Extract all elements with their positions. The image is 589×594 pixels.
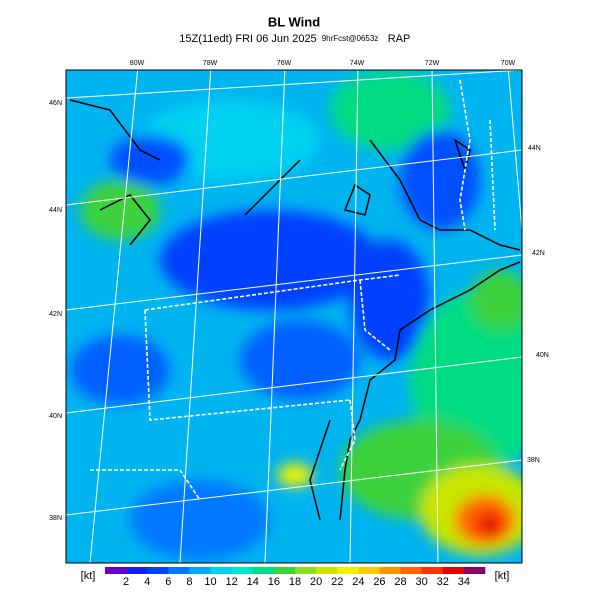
- colorbar-tick-label: 20: [310, 576, 322, 588]
- colorbar-swatch: [273, 567, 296, 574]
- title: BL Wind: [268, 14, 320, 29]
- lat-label: 44N: [49, 207, 62, 214]
- colorbar-tick-label: 10: [204, 576, 216, 588]
- forecast: 9hrFcst@0653z: [322, 34, 379, 43]
- colorbar-swatch: [105, 567, 127, 574]
- coastline: [69, 99, 521, 521]
- colorbar-tick-label: 4: [144, 576, 150, 588]
- colorbar-tick-label: 6: [165, 576, 171, 588]
- graticule: [66, 70, 522, 563]
- colorbar-swatch: [337, 567, 359, 574]
- model: RAP: [388, 33, 411, 45]
- colorbar-swatch: [189, 567, 211, 574]
- colorbar-swatch: [442, 567, 465, 574]
- lon-label: 72W: [425, 60, 440, 67]
- map-frame: [65, 69, 523, 564]
- lon-label: 76W: [277, 60, 292, 67]
- lat-label: 40N: [49, 413, 62, 420]
- colorbar: [kt] [kt]: [81, 570, 510, 582]
- colorbar-swatch: [316, 567, 338, 574]
- colorbar-swatch: [126, 567, 148, 574]
- colorbar-swatch: [400, 567, 422, 574]
- lat-label: 40N: [536, 352, 549, 359]
- colorbar-tick-label: 18: [289, 576, 301, 588]
- lon-label: 78W: [203, 60, 218, 67]
- colorbar-swatch: [358, 567, 380, 574]
- lat-label: 38N: [527, 457, 540, 464]
- lat-label: 44N: [528, 145, 541, 152]
- valid-time: 15Z(11edt) FRI 06 Jun 2025: [179, 33, 316, 45]
- state-borders: [90, 79, 496, 501]
- colorbar-tick-label: 22: [331, 576, 343, 588]
- colorbar-tick-label: 16: [268, 576, 280, 588]
- unit-label: [kt]: [495, 570, 510, 582]
- lon-label: 70W: [501, 60, 516, 67]
- colorbar-swatch: [379, 567, 401, 574]
- colorbar-swatch: [147, 567, 169, 574]
- lon-label: 74W: [350, 60, 365, 67]
- colorbar-tick-label: 24: [352, 576, 364, 588]
- colorbar-tick-label: 26: [373, 576, 385, 588]
- colorbar-tick-label: 30: [416, 576, 428, 588]
- colorbar-swatch: [421, 567, 444, 574]
- lat-label: 46N: [49, 100, 62, 107]
- colorbar-tick-label: 2: [123, 576, 129, 588]
- colorbar-swatch: [463, 567, 486, 574]
- colorbar-tick-label: 12: [226, 576, 238, 588]
- colorbar-tick-label: 14: [247, 576, 259, 588]
- lat-label: 42N: [532, 250, 545, 257]
- colorbar-tick-label: 32: [437, 576, 449, 588]
- colorbar-swatch: [252, 567, 275, 574]
- colorbar-swatch: [231, 567, 254, 574]
- colorbar-swatch: [210, 567, 232, 574]
- lat-label: 38N: [49, 515, 62, 522]
- lat-label: 42N: [49, 311, 62, 318]
- colorbar-swatch: [295, 567, 317, 574]
- colorbar-tick-label: 28: [394, 576, 406, 588]
- lon-label: 80W: [130, 60, 145, 67]
- colorbar-tick-label: 34: [458, 576, 470, 588]
- colorbar-swatch: [168, 567, 190, 574]
- unit-label: [kt]: [81, 570, 96, 582]
- colorbar-tick-label: 8: [186, 576, 192, 588]
- map: [65, 69, 523, 564]
- wind-shading: [70, 70, 522, 560]
